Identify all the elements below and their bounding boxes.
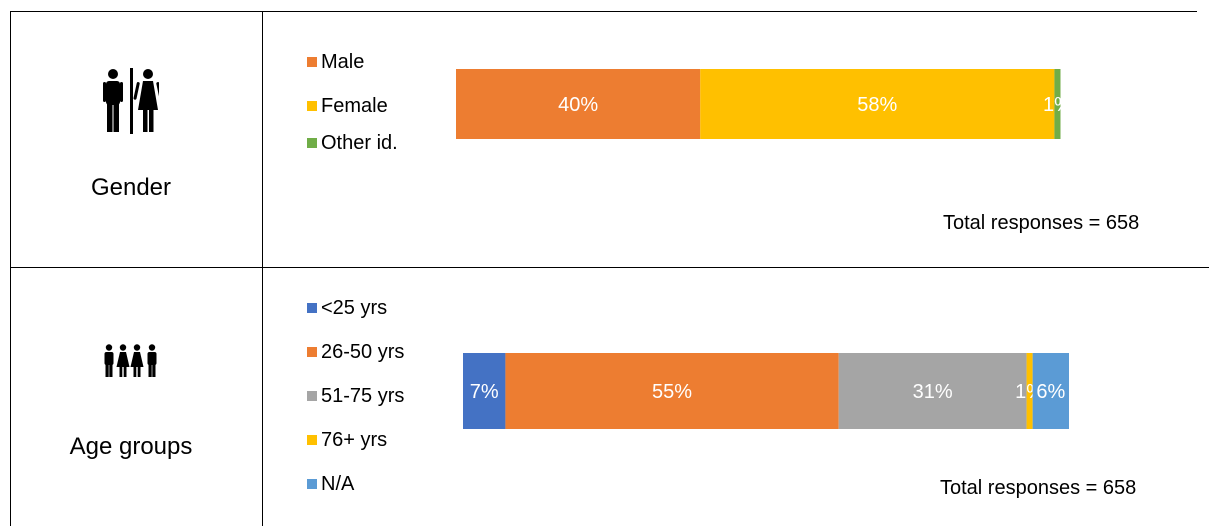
- legend-label: <25 yrs: [321, 297, 388, 319]
- age-total-responses: Total responses = 658: [940, 477, 1137, 499]
- gender-legend: Male Female Other id.: [307, 40, 398, 158]
- table-border-left: [10, 11, 11, 526]
- legend-item: Other id.: [307, 128, 398, 158]
- legend-label: 26-50 yrs: [321, 341, 405, 363]
- bar-segment: [456, 69, 701, 139]
- data-label: 6%: [1036, 381, 1065, 403]
- restroom-icon: [0, 68, 262, 136]
- bar-segment: [1026, 353, 1033, 429]
- data-label: 7%: [470, 381, 499, 403]
- legend-item: Female: [307, 84, 398, 128]
- legend-swatch: [307, 57, 317, 67]
- legend-label: Female: [321, 95, 388, 117]
- legend-label: 51-75 yrs: [321, 385, 405, 407]
- legend-item: Male: [307, 40, 398, 84]
- row-label-gender: Gender: [90, 174, 172, 201]
- legend-item: <25 yrs: [307, 286, 404, 330]
- data-label: 55%: [652, 381, 692, 403]
- bar-segment: [463, 353, 506, 429]
- legend-label: N/A: [321, 473, 355, 495]
- legend-swatch: [307, 435, 317, 445]
- table-row-divider: [10, 267, 1209, 268]
- gender-stacked-bar-chart: 40% 58% 1%: [456, 69, 1072, 139]
- legend-item: N/A: [307, 462, 404, 506]
- legend-swatch: [307, 138, 317, 148]
- age-legend: <25 yrs 26-50 yrs 51-75 yrs 76+ yrs N/A: [307, 286, 404, 506]
- row-label-age-groups: Age groups: [69, 433, 193, 460]
- age-stacked-bar-chart: 7% 55% 31% 1%6%: [463, 353, 1069, 429]
- legend-item: 26-50 yrs: [307, 330, 404, 374]
- legend-item: 76+ yrs: [307, 418, 404, 462]
- legend-swatch: [307, 101, 317, 111]
- bar-segment: [1032, 353, 1069, 429]
- legend-swatch: [307, 391, 317, 401]
- legend-swatch: [307, 479, 317, 489]
- table-column-divider: [262, 11, 263, 526]
- data-label: 58%: [857, 94, 897, 116]
- legend-label: Other id.: [321, 132, 398, 154]
- legend-swatch: [307, 303, 317, 313]
- data-label: 31%: [913, 381, 953, 403]
- legend-label: Male: [321, 51, 365, 73]
- data-label: 40%: [558, 94, 598, 116]
- gender-total-responses: Total responses = 658: [943, 212, 1140, 234]
- bar-segment: [1054, 69, 1061, 139]
- people-group-icon: [0, 344, 262, 378]
- table-border-top: [10, 11, 1197, 12]
- bar-segment: [700, 69, 1055, 139]
- legend-item: 51-75 yrs: [307, 374, 404, 418]
- bar-segment: [505, 353, 839, 429]
- legend-label: 76+ yrs: [321, 429, 388, 451]
- bar-segment: [838, 353, 1027, 429]
- data-label: 1%: [1043, 94, 1072, 116]
- legend-swatch: [307, 347, 317, 357]
